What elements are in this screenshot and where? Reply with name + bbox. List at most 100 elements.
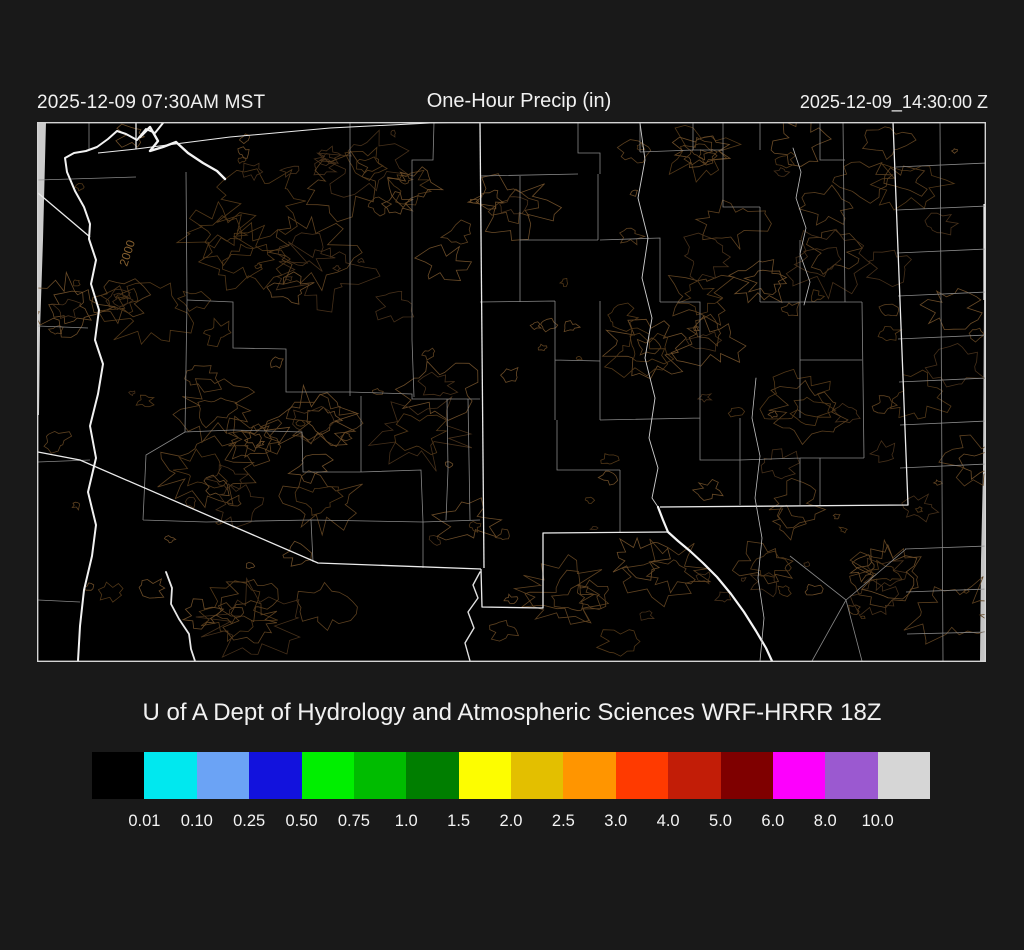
contour-line (226, 494, 242, 507)
contour-line (198, 214, 243, 249)
contour-line (671, 135, 732, 168)
contour-line (958, 451, 986, 480)
colorbar-tick-label: 8.0 (813, 812, 837, 830)
contour-line (855, 543, 918, 600)
contour-line (390, 129, 396, 138)
contour-line (399, 174, 414, 185)
contour-line (367, 395, 473, 472)
contour-line (612, 536, 671, 581)
contour-line (372, 388, 384, 396)
colorbar-tick-label: 0.50 (285, 812, 318, 830)
contour-line (645, 559, 696, 594)
contour-line (198, 580, 278, 643)
contour-line (37, 270, 117, 338)
contour-line (181, 598, 225, 630)
contour-line (226, 425, 281, 459)
domain-edge-right (980, 232, 986, 661)
contour-line (421, 347, 436, 361)
contour-line (682, 136, 718, 166)
contour-line (466, 173, 563, 241)
contour-line (43, 430, 73, 454)
contour-line (295, 419, 306, 427)
contour-line (387, 166, 445, 208)
gulf-coastline (165, 571, 196, 662)
contour-line (575, 355, 583, 361)
contour-line (332, 265, 342, 272)
contour-line (914, 506, 924, 513)
contour-line (222, 600, 278, 644)
contour-line (804, 584, 824, 596)
contour-line (243, 431, 262, 449)
contour-line (759, 368, 837, 420)
contour-line (356, 156, 384, 174)
contour-line (686, 313, 722, 347)
contour-line (277, 232, 336, 272)
contour-line (780, 301, 800, 317)
contour-line (71, 501, 80, 511)
contour-line (417, 371, 459, 397)
contour-line (767, 410, 778, 419)
contour-line (877, 326, 903, 342)
contour-line (793, 246, 842, 278)
contour-line (713, 591, 732, 603)
contour-line (499, 196, 529, 215)
contour-line (691, 479, 724, 501)
contour-line (607, 302, 640, 332)
colorbar-tick-label: 3.0 (604, 812, 628, 830)
contour-line (275, 241, 381, 313)
contour-line (636, 141, 646, 151)
contour-line (576, 579, 609, 610)
contour-line (266, 215, 363, 292)
contour-line (220, 579, 279, 623)
contour-line (115, 123, 146, 148)
contour-line (112, 292, 129, 307)
colorbar-tick-label: 2.0 (499, 812, 523, 830)
contour-line (292, 406, 335, 444)
contour-line (806, 229, 863, 275)
colorbar-segment (301, 752, 354, 799)
contour-line (215, 483, 265, 529)
contour-line (938, 434, 986, 487)
sonora-river (464, 571, 481, 662)
contour-line (629, 189, 638, 197)
contour-line (537, 343, 548, 351)
contour-line (529, 321, 543, 330)
contour-line (743, 269, 788, 295)
colorbar-segment (668, 752, 721, 799)
contour-line (865, 249, 912, 288)
contour-elevation-label: 2000 (117, 238, 139, 268)
contour-line (691, 143, 714, 161)
contour-line (677, 280, 724, 316)
contour-line (51, 298, 82, 319)
contour-line (367, 196, 393, 217)
colorbar (92, 752, 930, 799)
contour-line (558, 278, 568, 288)
contour-line (771, 504, 807, 541)
colorbar-segment (825, 752, 878, 799)
state-boundaries (37, 122, 909, 609)
contour-line (832, 402, 861, 424)
contour-line (600, 453, 620, 465)
contour-line (394, 360, 479, 421)
colorbar-segment (563, 752, 616, 799)
contour-line (430, 497, 503, 541)
contour-line (263, 383, 360, 446)
domain-edge-left (38, 122, 46, 415)
contour-line (231, 415, 283, 467)
contour-line (694, 199, 772, 250)
contour-line (750, 550, 792, 578)
contour-line (278, 470, 363, 537)
colorbar-tick-label: 2.5 (551, 812, 575, 830)
contour-line (760, 448, 800, 480)
contour-line (278, 165, 300, 178)
contour-line (282, 540, 312, 567)
contour-line (601, 318, 687, 380)
contour-line (294, 486, 344, 516)
caption: U of A Dept of Hydrology and Atmospheric… (142, 699, 882, 726)
contour-line (838, 526, 848, 534)
terrain-contours (37, 122, 986, 658)
contour-line (639, 610, 655, 621)
contour-line (340, 432, 353, 442)
contour-line (924, 212, 960, 236)
contour-line (667, 274, 735, 326)
